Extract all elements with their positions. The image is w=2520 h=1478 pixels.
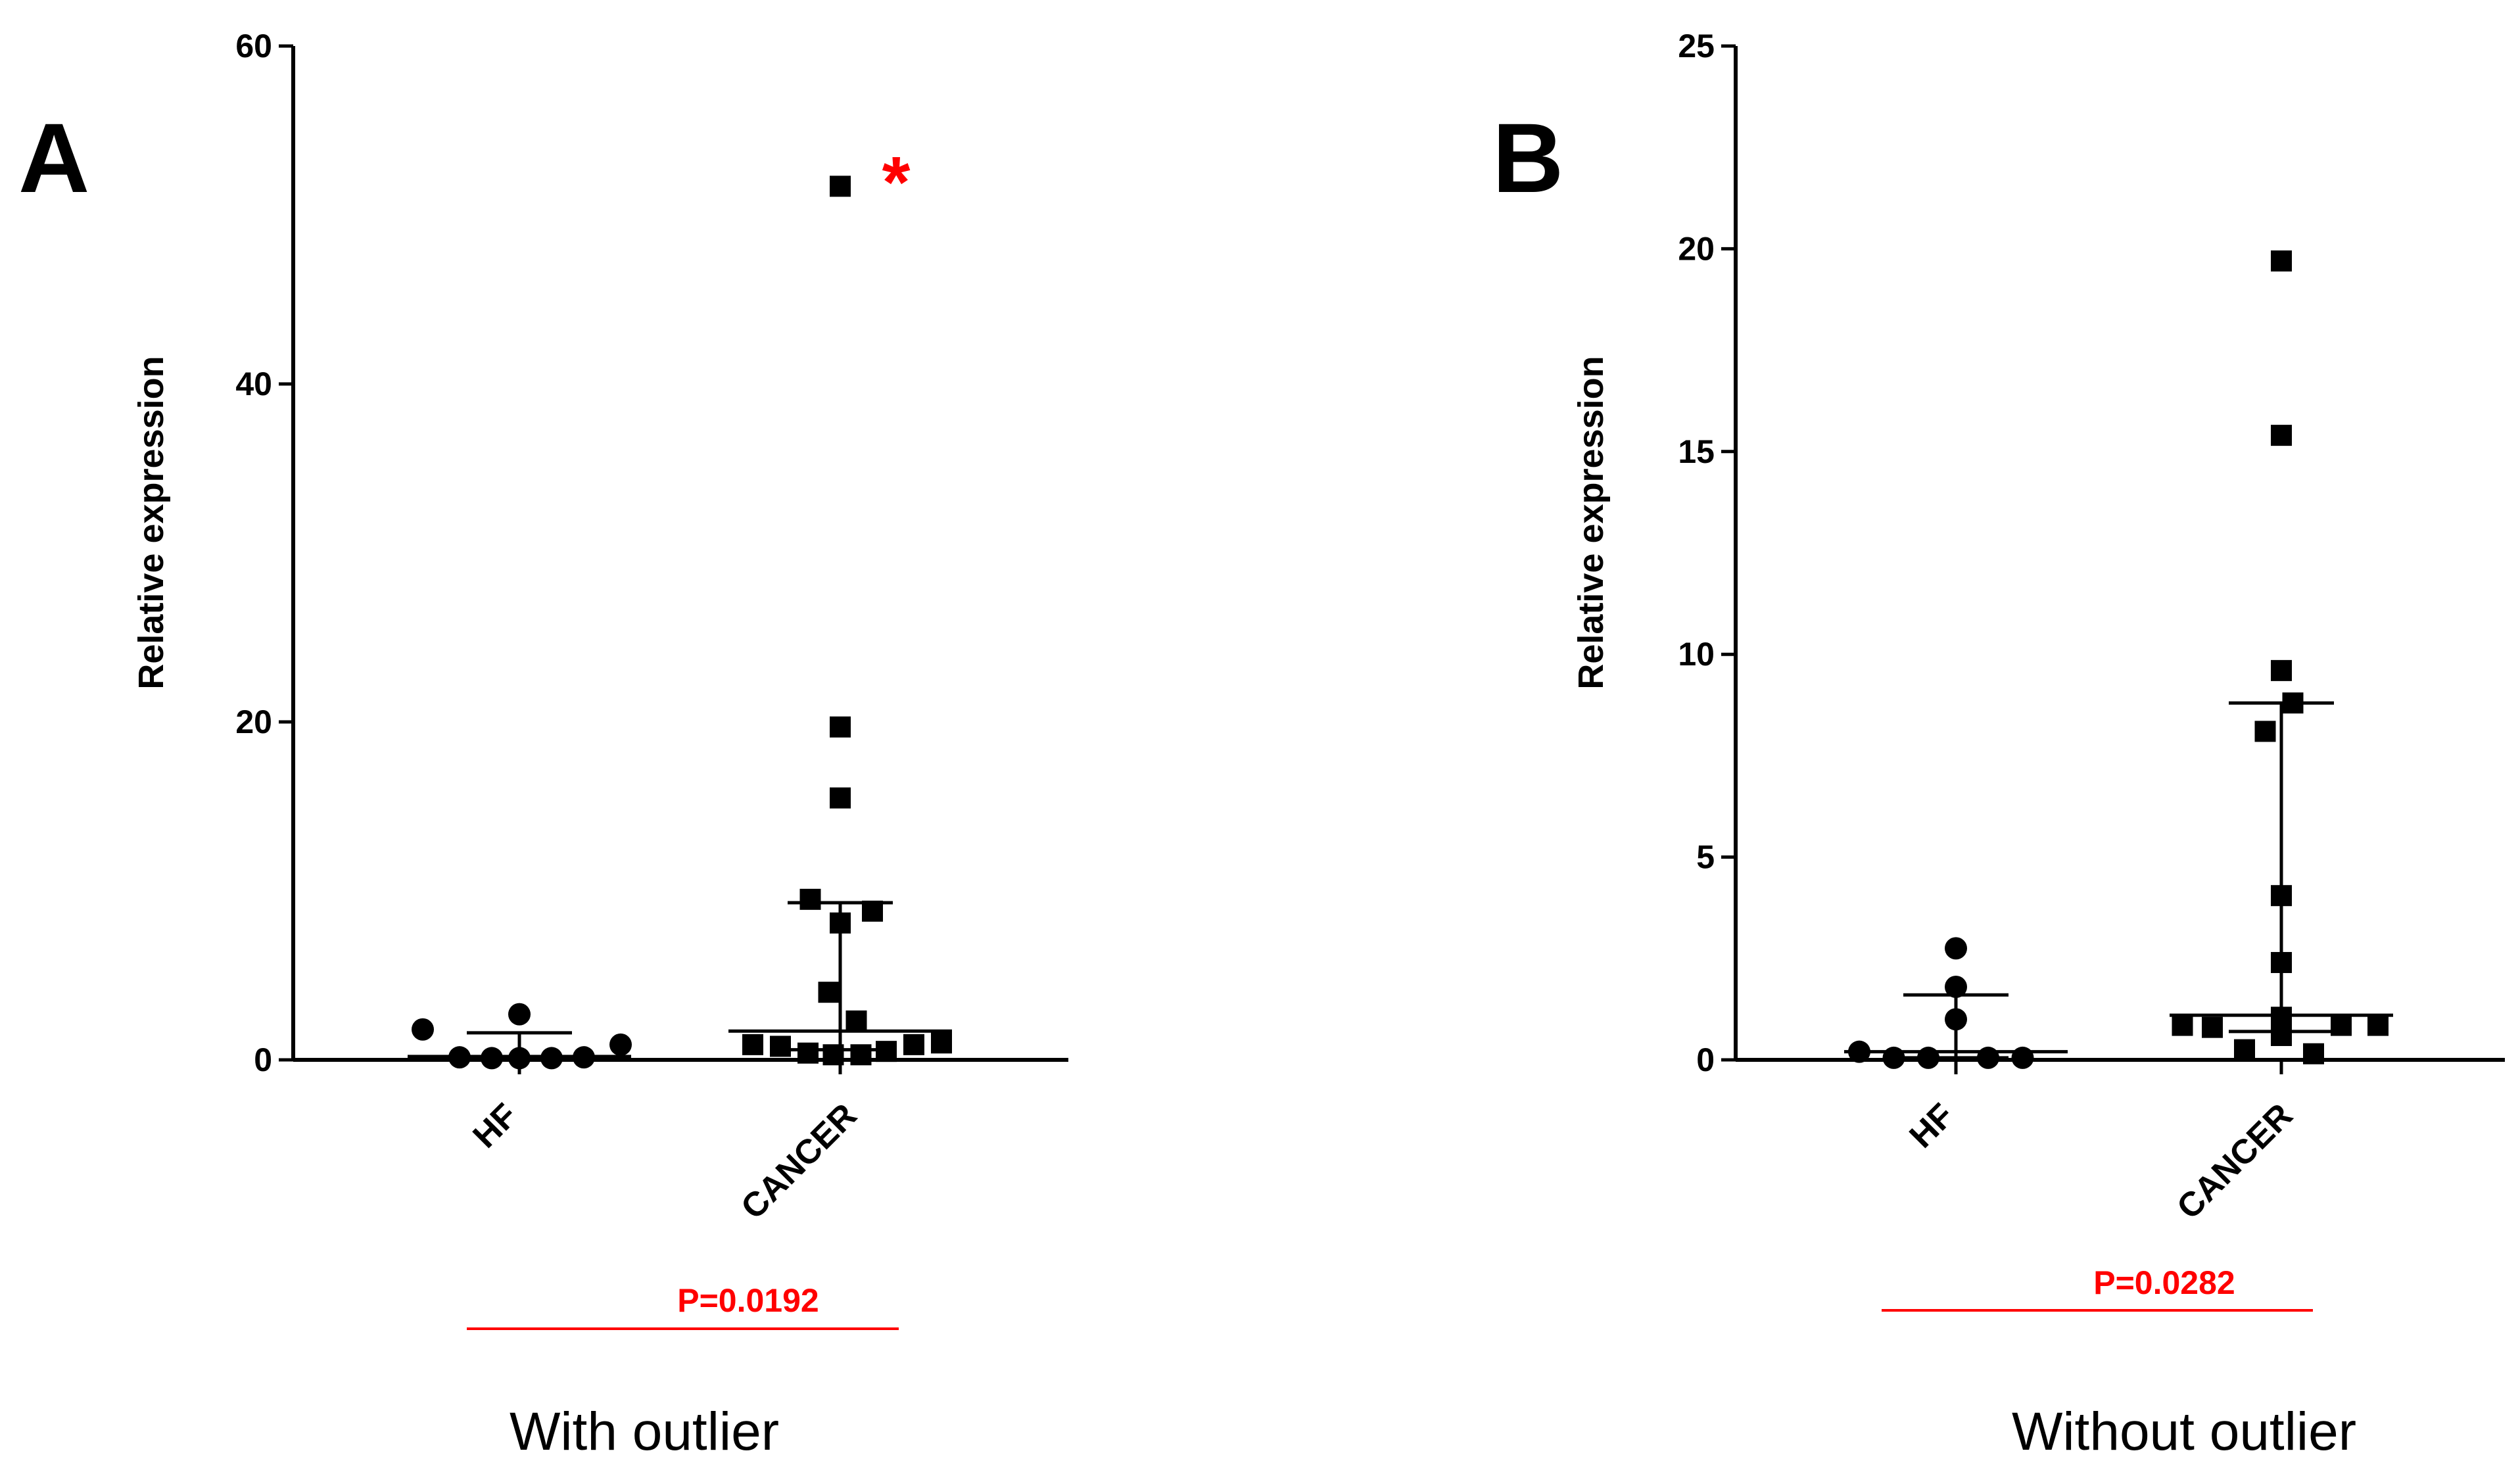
data-point-square bbox=[2271, 1007, 2292, 1028]
data-point-square bbox=[2303, 1043, 2324, 1064]
panel-a-caption: With outlier bbox=[510, 1402, 779, 1462]
data-point-circle bbox=[412, 1018, 434, 1041]
panel-b-y-axis: 0 5 10 15 20 25 bbox=[1678, 28, 1738, 1078]
panel-a-x-axis bbox=[293, 1058, 1068, 1074]
data-point-circle bbox=[609, 1033, 632, 1056]
panel-a-y-axis: 0 20 40 60 bbox=[235, 28, 295, 1078]
data-point-square bbox=[2172, 1014, 2193, 1036]
data-point-circle bbox=[448, 1046, 471, 1069]
data-point-square bbox=[2202, 1016, 2223, 1038]
data-point-circle bbox=[1945, 975, 1967, 998]
data-point-square bbox=[2271, 659, 2292, 681]
data-point-square bbox=[2367, 1014, 2389, 1036]
panel-b-error-bars bbox=[1844, 701, 2393, 1060]
y-tick-label: 5 bbox=[1696, 839, 1715, 876]
data-point-square bbox=[830, 716, 851, 738]
data-point-circle bbox=[1882, 1046, 1905, 1069]
data-point-square bbox=[830, 912, 851, 934]
data-point-square bbox=[830, 787, 851, 809]
data-point-square bbox=[2282, 692, 2304, 714]
data-point-square bbox=[845, 1010, 867, 1032]
data-point-square bbox=[2271, 951, 2292, 973]
panel-b-y-axis-title: Relative expression bbox=[1571, 356, 1611, 689]
data-point-square bbox=[770, 1036, 791, 1057]
y-tick-label: 10 bbox=[1678, 636, 1715, 673]
panel-b-x-axis bbox=[1736, 1058, 2505, 1074]
data-point-square bbox=[862, 900, 883, 922]
data-point-circle bbox=[2011, 1046, 2034, 1069]
data-point-circle bbox=[508, 1047, 531, 1070]
data-point-circle bbox=[1945, 937, 1967, 960]
panel-a-category-cancer: CANCER bbox=[734, 1096, 864, 1226]
panel-a-outlier-star: * bbox=[882, 142, 911, 223]
data-point-circle bbox=[508, 1003, 531, 1026]
panel-b-points bbox=[1848, 250, 2389, 1069]
panel-b-category-cancer: CANCER bbox=[2170, 1096, 2300, 1226]
y-tick-label: 60 bbox=[235, 28, 272, 64]
data-point-square bbox=[850, 1044, 872, 1066]
data-point-square bbox=[2271, 425, 2292, 446]
y-tick-label: 40 bbox=[235, 366, 272, 402]
panel-b: B Relative expression 0 5 10 15 20 25 HF CANC… bbox=[1492, 28, 2505, 1462]
data-point-circle bbox=[481, 1047, 503, 1070]
panel-b-letter: B bbox=[1492, 103, 1563, 213]
data-point-square bbox=[2271, 885, 2292, 907]
data-point-square bbox=[799, 888, 821, 910]
data-point-square bbox=[2331, 1014, 2352, 1036]
data-point-circle bbox=[573, 1046, 595, 1069]
data-point-square bbox=[830, 176, 851, 197]
data-point-square bbox=[2271, 250, 2292, 272]
data-point-circle bbox=[1945, 1008, 1967, 1031]
y-tick-label: 0 bbox=[1696, 1041, 1715, 1078]
panel-a-y-axis-title: Relative expression bbox=[131, 356, 171, 689]
data-point-circle bbox=[1848, 1040, 1870, 1063]
y-tick-label: 15 bbox=[1678, 433, 1715, 470]
data-point-square bbox=[903, 1034, 924, 1055]
data-point-circle bbox=[1917, 1046, 1939, 1069]
data-point-square bbox=[822, 1044, 844, 1066]
data-point-square bbox=[797, 1042, 819, 1064]
data-point-square bbox=[2271, 1024, 2292, 1046]
data-point-square bbox=[2254, 721, 2276, 742]
data-point-square bbox=[931, 1032, 952, 1054]
panel-a-error-bars bbox=[408, 901, 952, 1060]
y-tick-label: 20 bbox=[235, 703, 272, 740]
panel-a-points bbox=[412, 176, 952, 1070]
y-tick-label: 25 bbox=[1678, 28, 1715, 64]
y-tick-label: 20 bbox=[1678, 230, 1715, 267]
panel-b-category-hf: HF bbox=[1902, 1096, 1961, 1155]
panel-b-pvalue: P=0.0282 bbox=[2093, 1264, 2235, 1301]
data-point-square bbox=[818, 982, 840, 1003]
data-point-circle bbox=[540, 1047, 563, 1070]
data-point-square bbox=[876, 1041, 897, 1062]
data-point-circle bbox=[1977, 1046, 1999, 1069]
panel-b-caption: Without outlier bbox=[2012, 1402, 2356, 1462]
panel-a-letter: A bbox=[18, 103, 89, 213]
data-point-square bbox=[2234, 1039, 2255, 1061]
panel-a-category-hf: HF bbox=[465, 1096, 525, 1155]
y-tick-label: 0 bbox=[254, 1041, 272, 1078]
data-point-square bbox=[742, 1034, 763, 1055]
panel-a-pvalue: P=0.0192 bbox=[677, 1282, 819, 1319]
